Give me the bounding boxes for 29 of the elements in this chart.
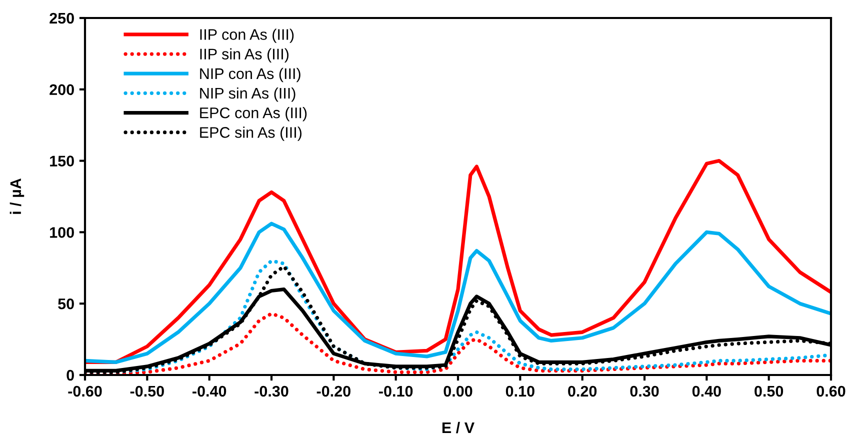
x-tick-label: -0.20 — [316, 386, 350, 397]
y-tick-label: 0 — [66, 370, 74, 381]
line-series — [85, 158, 831, 364]
legend-label: NIP sin As (III) — [200, 87, 296, 102]
y-tick-label: 150 — [50, 156, 74, 166]
x-tick-label: 0.40 — [692, 386, 721, 397]
x-tick-label: -0.50 — [130, 386, 164, 397]
legend-label: IIP con As (III) — [200, 28, 294, 43]
x-tick-label: 0.50 — [754, 386, 784, 397]
x-tick-label: -0.60 — [68, 386, 102, 397]
x-tick-label: 0.20 — [568, 386, 597, 397]
y-tick-label: 100 — [50, 227, 74, 238]
x-tick-label: -0.30 — [254, 386, 288, 397]
legend-label: NIP con As (III) — [200, 68, 300, 82]
y-tick-label: 200 — [50, 84, 74, 96]
x-tick-label: 0.00 — [444, 386, 472, 397]
legend-label: EPC sin As (III) — [200, 126, 302, 141]
x-tick-label: 0.30 — [630, 386, 659, 397]
x-axis-title: E / V — [442, 422, 474, 434]
x-tick-label: -0.10 — [379, 386, 413, 397]
x-tick-label: 0.10 — [506, 386, 534, 397]
y-tick-label: 250 — [50, 12, 74, 24]
x-tick-label: -0.40 — [192, 386, 226, 397]
line-series — [85, 222, 831, 364]
x-tick-label: 0.60 — [816, 386, 846, 397]
legend-label: IIP sin As (III) — [200, 48, 288, 63]
y-axis-title: i / µA — [10, 178, 24, 214]
y-tick-label: 50 — [58, 298, 74, 310]
legend-label: EPC con As (III) — [200, 107, 307, 122]
